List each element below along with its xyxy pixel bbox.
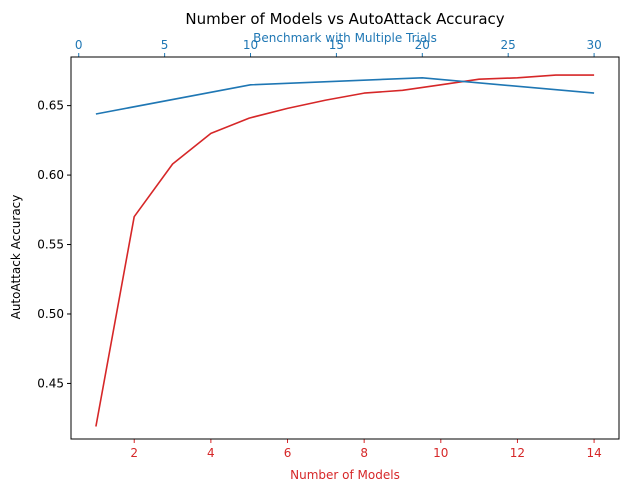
top-tick-label: 0 — [75, 38, 83, 52]
y-tick-label: 0.55 — [37, 238, 64, 252]
top-tick-label: 30 — [586, 38, 601, 52]
y-tick-label: 0.65 — [37, 99, 64, 113]
bottom-tick-label: 12 — [510, 446, 525, 460]
top-axis-series-line — [95, 77, 595, 115]
y-tick-label: 0.60 — [37, 168, 64, 182]
top-axis-label: Benchmark with Multiple Trials — [253, 31, 437, 45]
top-tick-label: 25 — [501, 38, 516, 52]
axis-ticks: 2 4 6 8 10 12 14 0 5 10 15 20 25 30 0.45 0.50 0.55 0.60 0.… — [37, 38, 601, 460]
bottom-axis-series-line — [95, 74, 595, 427]
top-tick-label: 15 — [329, 38, 344, 52]
bottom-tick-label: 4 — [207, 446, 215, 460]
bottom-tick-label: 10 — [433, 446, 448, 460]
bottom-tick-label: 6 — [284, 446, 292, 460]
top-tick-label: 5 — [161, 38, 169, 52]
top-tick-label: 20 — [415, 38, 430, 52]
plot-frame — [70, 56, 620, 440]
top-tick-label: 10 — [243, 38, 258, 52]
y-tick-label: 0.50 — [37, 307, 64, 321]
chart-title: Number of Models vs AutoAttack Accuracy — [185, 10, 504, 28]
y-axis-label: AutoAttack Accuracy — [9, 195, 23, 320]
bottom-axis-label: Number of Models — [290, 468, 400, 482]
y-tick-label: 0.45 — [37, 376, 64, 390]
bottom-tick-label: 2 — [130, 446, 138, 460]
bottom-tick-label: 14 — [586, 446, 601, 460]
series-lines — [95, 74, 595, 427]
bottom-tick-label: 8 — [360, 446, 368, 460]
